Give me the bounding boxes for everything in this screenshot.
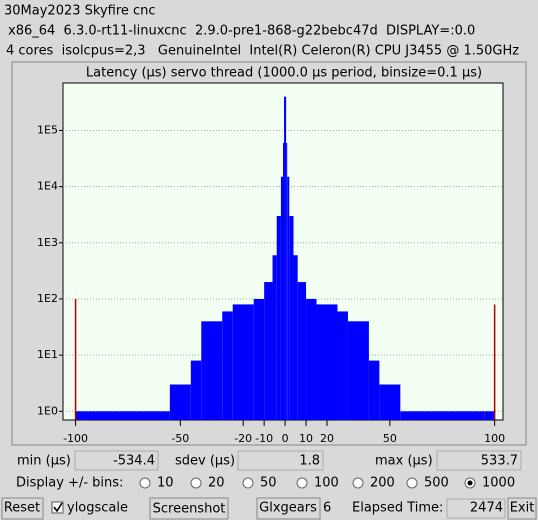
radio-dot	[467, 480, 473, 486]
chart-title: Latency (µs) servo thread (1000.0 µs per…	[86, 66, 482, 81]
radio-label: 500	[424, 476, 449, 491]
elapsed-value: 2474	[470, 501, 503, 516]
bar	[284, 96, 287, 420]
bar	[190, 360, 202, 420]
button-label: Exit	[510, 501, 535, 516]
bar	[253, 298, 265, 420]
check-mark	[53, 502, 63, 513]
bar	[379, 384, 401, 420]
radio[interactable]	[190, 477, 202, 489]
radio-label: 100	[314, 476, 339, 491]
x-tick-label: -20	[234, 432, 252, 445]
bar	[280, 176, 283, 420]
bar	[201, 321, 223, 420]
bar	[484, 411, 495, 420]
header-line: 4 cores isolcpus=2,3 GenuineIntel Intel(…	[6, 44, 519, 59]
x-tick-label: -10	[255, 432, 273, 445]
radio-group: 10 20 50 100 200 500 1000	[139, 476, 515, 491]
y-tick-label: 1E1	[37, 348, 58, 361]
stat-value: 1.8	[299, 454, 320, 469]
x-tick-label: 0	[282, 432, 289, 445]
bar	[368, 360, 380, 420]
radio[interactable]	[296, 477, 308, 489]
button-label: Screenshot	[153, 502, 226, 517]
bar	[293, 255, 298, 420]
stat-label: min (µs)	[17, 454, 71, 469]
header-line: x86_64 6.3.0-rt11-linuxcnc 2.9.0-pre1-86…	[8, 24, 475, 39]
header-line: 30May2023 Skyfire cnc	[4, 4, 156, 19]
bar	[169, 384, 191, 420]
x-tick-label: 100	[484, 432, 505, 445]
x-tick-label: -100	[63, 432, 88, 445]
button-label: Glxgears	[259, 501, 317, 516]
elapsed-box	[446, 498, 506, 519]
bar	[276, 216, 281, 420]
bar	[286, 142, 288, 420]
checkbox[interactable]	[51, 501, 64, 514]
stat-box	[436, 450, 522, 471]
bar	[337, 311, 348, 420]
x-tick-label: 10	[299, 432, 313, 445]
bar	[283, 142, 285, 420]
radio-label: 200	[370, 476, 395, 491]
bar	[222, 311, 233, 420]
button[interactable]	[507, 497, 537, 520]
y-tick-label: 1E0	[37, 404, 58, 417]
elapsed-label: Elapsed Time:	[352, 501, 443, 516]
bar	[347, 321, 369, 420]
x-tick-label: 20	[320, 432, 334, 445]
stat-box	[74, 450, 159, 471]
radio[interactable]	[139, 477, 151, 489]
stat-label: sdev (µs)	[175, 454, 235, 469]
bar	[306, 298, 317, 420]
y-tick-label: 1E4	[37, 180, 58, 193]
button-label: Reset	[4, 501, 40, 516]
bar	[264, 282, 273, 420]
button[interactable]	[149, 497, 229, 520]
radio[interactable]	[352, 477, 364, 489]
radio-label: 10	[157, 476, 174, 491]
x-tick-label: -50	[171, 432, 189, 445]
y-tick-label: 1E3	[37, 236, 58, 249]
bins-label: Display +/- bins:	[16, 476, 123, 491]
radio[interactable]	[242, 477, 254, 489]
bar	[287, 176, 290, 420]
bar	[400, 411, 485, 420]
button[interactable]	[256, 497, 321, 520]
stat-value: 533.7	[481, 454, 518, 469]
bar	[86, 411, 170, 420]
radio-label: 20	[208, 476, 225, 491]
bar	[75, 411, 87, 420]
glxgears-count: 6	[323, 501, 331, 516]
radio[interactable]	[406, 477, 418, 489]
bar	[297, 282, 307, 420]
y-tick-label: 1E5	[37, 123, 58, 136]
bar	[289, 216, 294, 420]
radio-label: 1000	[482, 476, 515, 491]
bar	[272, 255, 277, 420]
bar	[316, 304, 338, 420]
stat-label: max (µs)	[375, 454, 433, 469]
x-tick-label: 50	[383, 432, 397, 445]
bar	[232, 304, 254, 420]
stat-value: -534.4	[113, 454, 155, 469]
y-tick-label: 1E2	[37, 292, 58, 305]
checkbox-label: ylogscale	[67, 501, 128, 516]
button[interactable]	[1, 497, 44, 520]
stat-box	[237, 450, 324, 471]
radio-label: 50	[260, 476, 277, 491]
